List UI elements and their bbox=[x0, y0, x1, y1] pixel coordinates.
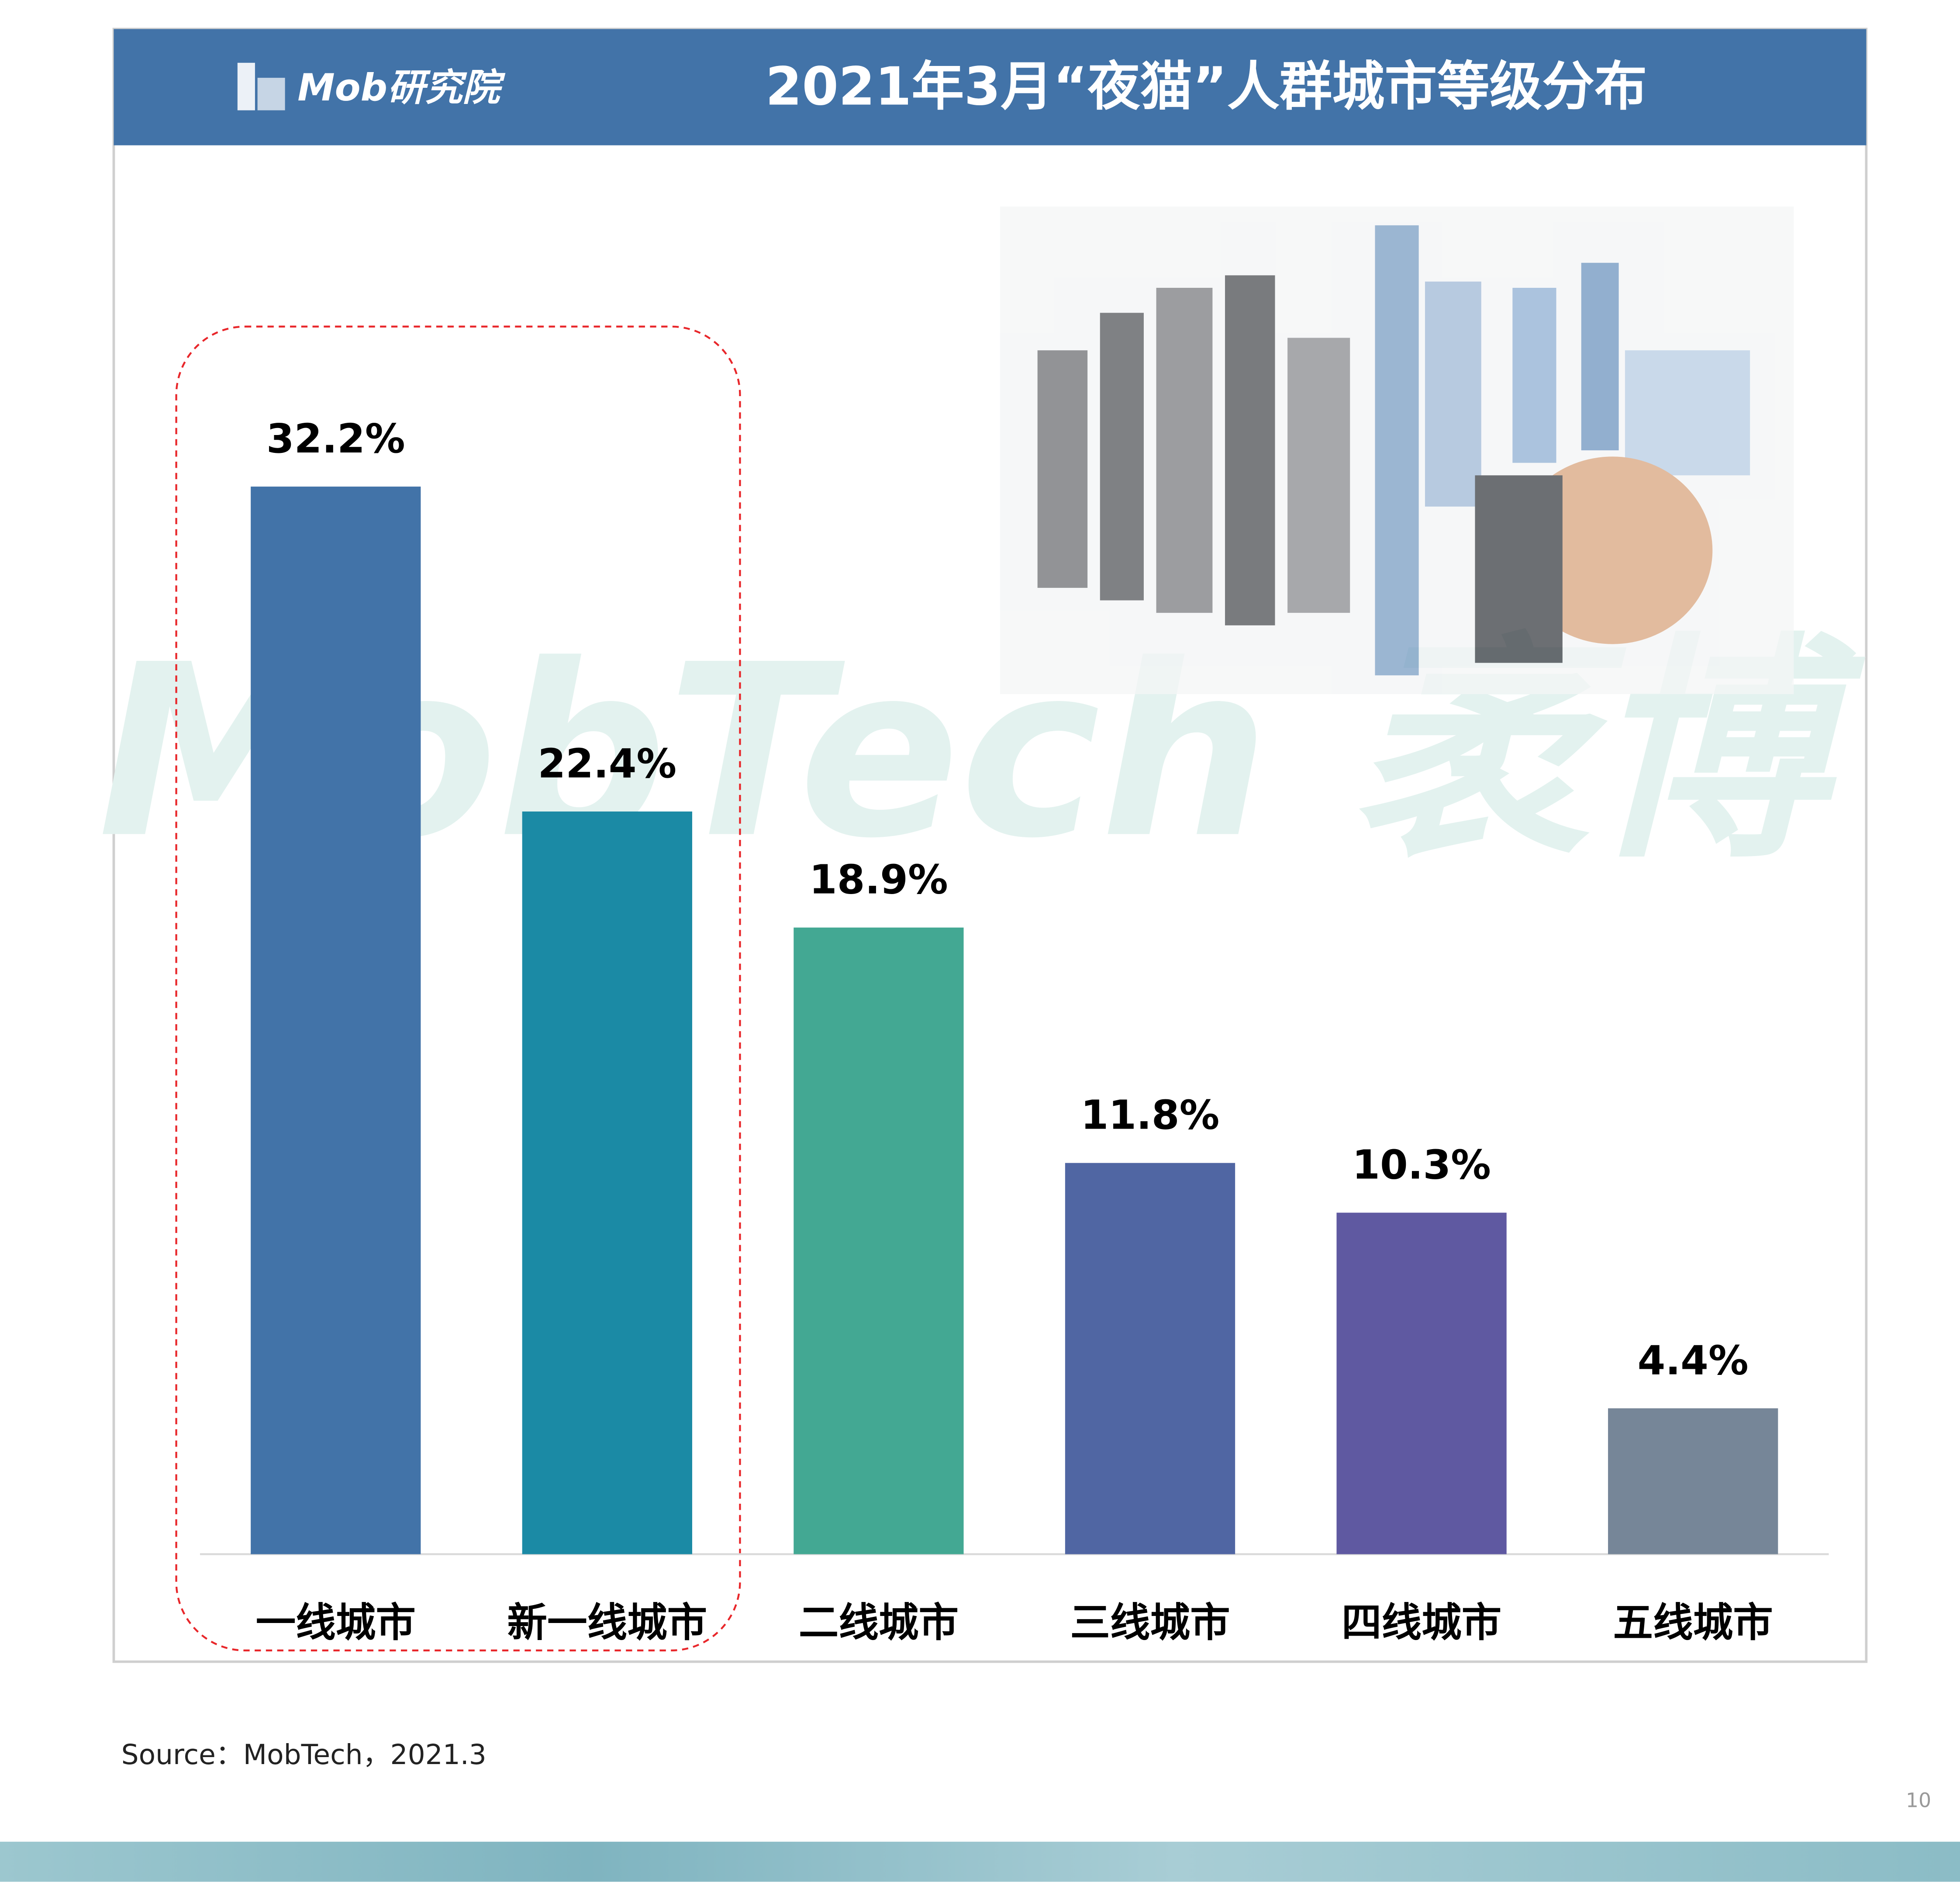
bar bbox=[251, 487, 421, 1554]
city-image bbox=[1000, 206, 1794, 694]
x-tick-label: 二线城市 bbox=[799, 1599, 959, 1646]
page-number: 10 bbox=[1906, 1789, 1931, 1812]
x-tick-label: 一线城市 bbox=[256, 1599, 416, 1646]
value-label: 11.8% bbox=[1081, 1092, 1220, 1139]
bar bbox=[1608, 1408, 1778, 1554]
footer-stripe bbox=[0, 1841, 1960, 1882]
bar bbox=[1065, 1163, 1235, 1554]
value-label: 32.2% bbox=[266, 415, 405, 462]
value-label: 18.9% bbox=[809, 856, 948, 903]
highlight-box bbox=[175, 325, 741, 1651]
value-label: 4.4% bbox=[1638, 1337, 1749, 1384]
bar bbox=[1336, 1212, 1507, 1554]
chart-title: 2021年3月“夜猫”人群城市等级分布 bbox=[766, 56, 1647, 117]
x-tick-label: 三线城市 bbox=[1070, 1599, 1230, 1646]
bar bbox=[794, 927, 964, 1554]
logo-text: Mob研究院 bbox=[297, 66, 506, 110]
x-tick-label: 新一线城市 bbox=[507, 1599, 707, 1646]
x-tick-label: 五线城市 bbox=[1613, 1599, 1773, 1646]
source: Source：MobTech，2021.3 bbox=[121, 1739, 487, 1771]
bar bbox=[522, 812, 692, 1554]
header-bar bbox=[114, 29, 1867, 145]
logo-icon bbox=[237, 62, 255, 111]
x-tick-label: 四线城市 bbox=[1342, 1599, 1501, 1646]
logo-icon bbox=[257, 78, 285, 111]
value-label: 10.3% bbox=[1352, 1141, 1491, 1188]
value-label: 22.4% bbox=[538, 740, 676, 787]
